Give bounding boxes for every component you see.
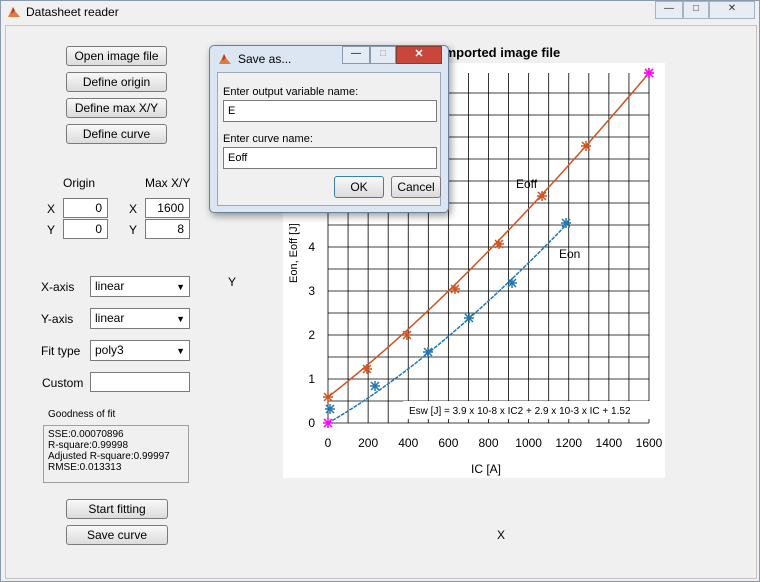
dialog-body: Enter output variable name: E Enter curv… — [217, 72, 441, 206]
x-tick-label: 800 — [478, 436, 498, 450]
eoff-data-marker — [323, 392, 333, 402]
x-tick-label: 1200 — [555, 436, 582, 450]
origin-header: Origin — [63, 176, 96, 190]
y-tick-label: 1 — [308, 372, 315, 386]
eon-data-marker — [325, 404, 335, 414]
chevron-down-icon: ▼ — [176, 346, 185, 356]
start-fitting-button[interactable]: Start fitting — [66, 499, 168, 519]
window-title: Datasheet reader — [26, 5, 119, 19]
formula-label: Esw [J] = 3.9 x 10-8 x IC2 + 2.9 x 10-3 … — [409, 406, 631, 417]
variable-name-label: Enter output variable name: — [223, 86, 359, 98]
custom-input[interactable] — [90, 372, 190, 392]
eoff-data-marker — [450, 284, 460, 294]
dialog-title: Save as... — [238, 52, 292, 66]
close-window-button[interactable]: ✕ — [709, 1, 755, 19]
eon-label: Eon — [559, 247, 580, 261]
adj-rsquare-value: Adjusted R-square:0.99997 — [48, 451, 170, 462]
x-tick-label: 600 — [438, 436, 458, 450]
maximize-button[interactable]: □ — [683, 1, 709, 19]
save-as-dialog: Save as... — □ ✕ Enter output variable n… — [209, 45, 449, 213]
eon-curve — [327, 222, 569, 424]
dialog-close-button[interactable]: ✕ — [396, 46, 442, 64]
max-x-input[interactable]: 1600 — [145, 198, 190, 218]
matlab-icon — [219, 54, 231, 64]
eon-data-marker — [423, 347, 433, 357]
eoff-data-marker — [537, 191, 547, 201]
goodness-of-fit-box: SSE:0.00070896 R-square:0.99998 Adjusted… — [43, 425, 189, 483]
fit-type-select-value: poly3 — [95, 343, 124, 357]
y-tick-label: 4 — [308, 240, 315, 254]
plot-title: Imported image file — [441, 45, 561, 60]
xaxis-label: X-axis — [41, 280, 75, 294]
eon-data-marker — [507, 278, 517, 288]
dialog-maximize-button[interactable]: □ — [370, 46, 396, 64]
x-tick-label: 1400 — [596, 436, 623, 450]
y-axis-title: Eon, Eoff [J] — [288, 223, 300, 283]
matlab-icon — [8, 7, 20, 17]
fit-type-label: Fit type — [41, 344, 81, 358]
eoff-curve — [327, 72, 650, 398]
max-header: Max X/Y — [145, 176, 191, 190]
y-tick-label: 0 — [308, 416, 315, 430]
open-image-file-button[interactable]: Open image file — [66, 46, 167, 66]
eoff-data-marker — [494, 239, 504, 249]
yaxis-select-value: linear — [95, 311, 125, 325]
cancel-button[interactable]: Cancel — [391, 176, 441, 198]
goodness-title: Goodness of fit — [48, 409, 116, 420]
max-y-label: Y — [129, 223, 138, 237]
eoff-data-marker — [581, 141, 591, 151]
eoff-data-marker — [362, 364, 372, 374]
y-axis-side-label: Y — [228, 275, 237, 289]
eoff-data-marker — [402, 330, 412, 340]
curve-name-input[interactable]: Eoff — [223, 147, 437, 169]
define-origin-button[interactable]: Define origin — [66, 72, 167, 92]
save-curve-button[interactable]: Save curve — [66, 525, 168, 545]
y-tick-label: 2 — [308, 328, 315, 342]
dialog-minimize-button[interactable]: — — [342, 46, 370, 64]
chevron-down-icon: ▼ — [176, 282, 185, 292]
chevron-down-icon: ▼ — [176, 314, 185, 324]
y-tick-label: 3 — [308, 284, 315, 298]
origin-y-label: Y — [47, 223, 56, 237]
eon-data-marker — [464, 313, 474, 323]
custom-label: Custom — [42, 376, 84, 390]
origin-y-input[interactable]: 0 — [63, 219, 108, 239]
x-tick-label: 400 — [398, 436, 418, 450]
rmse-value: RMSE:0.013313 — [48, 462, 122, 473]
max-y-input[interactable]: 8 — [145, 219, 190, 239]
x-axis-side-label: X — [497, 528, 506, 542]
minimize-button[interactable]: — — [655, 1, 683, 19]
origin-x-label: X — [47, 202, 56, 216]
define-max-button[interactable]: Define max X/Y — [66, 98, 167, 118]
yaxis-select[interactable]: linear ▼ — [90, 308, 190, 329]
max-marker — [644, 68, 654, 78]
eon-data-marker — [561, 218, 571, 228]
fit-type-select[interactable]: poly3 ▼ — [90, 340, 190, 361]
curve-name-label: Enter curve name: — [223, 133, 313, 145]
xaxis-select[interactable]: linear ▼ — [90, 276, 190, 297]
yaxis-label: Y-axis — [41, 312, 74, 326]
origin-marker — [323, 418, 333, 428]
eon-data-marker — [370, 381, 380, 391]
sse-value: SSE:0.00070896 — [48, 429, 124, 440]
variable-name-input[interactable]: E — [223, 100, 437, 122]
origin-x-input[interactable]: 0 — [63, 198, 108, 218]
define-curve-button[interactable]: Define curve — [66, 124, 167, 144]
xaxis-select-value: linear — [95, 279, 125, 293]
x-tick-label: 1600 — [636, 436, 663, 450]
max-x-label: X — [129, 202, 138, 216]
eoff-label: Eoff — [516, 177, 538, 191]
ok-button[interactable]: OK — [334, 176, 384, 198]
x-tick-label: 200 — [358, 436, 378, 450]
x-tick-label: 1000 — [515, 436, 542, 450]
title-bar: Datasheet reader — □ ✕ — [1, 1, 759, 23]
x-tick-label: 0 — [325, 436, 332, 450]
x-axis-title: IC [A] — [471, 462, 501, 476]
rsquare-value: R-square:0.99998 — [48, 440, 129, 451]
